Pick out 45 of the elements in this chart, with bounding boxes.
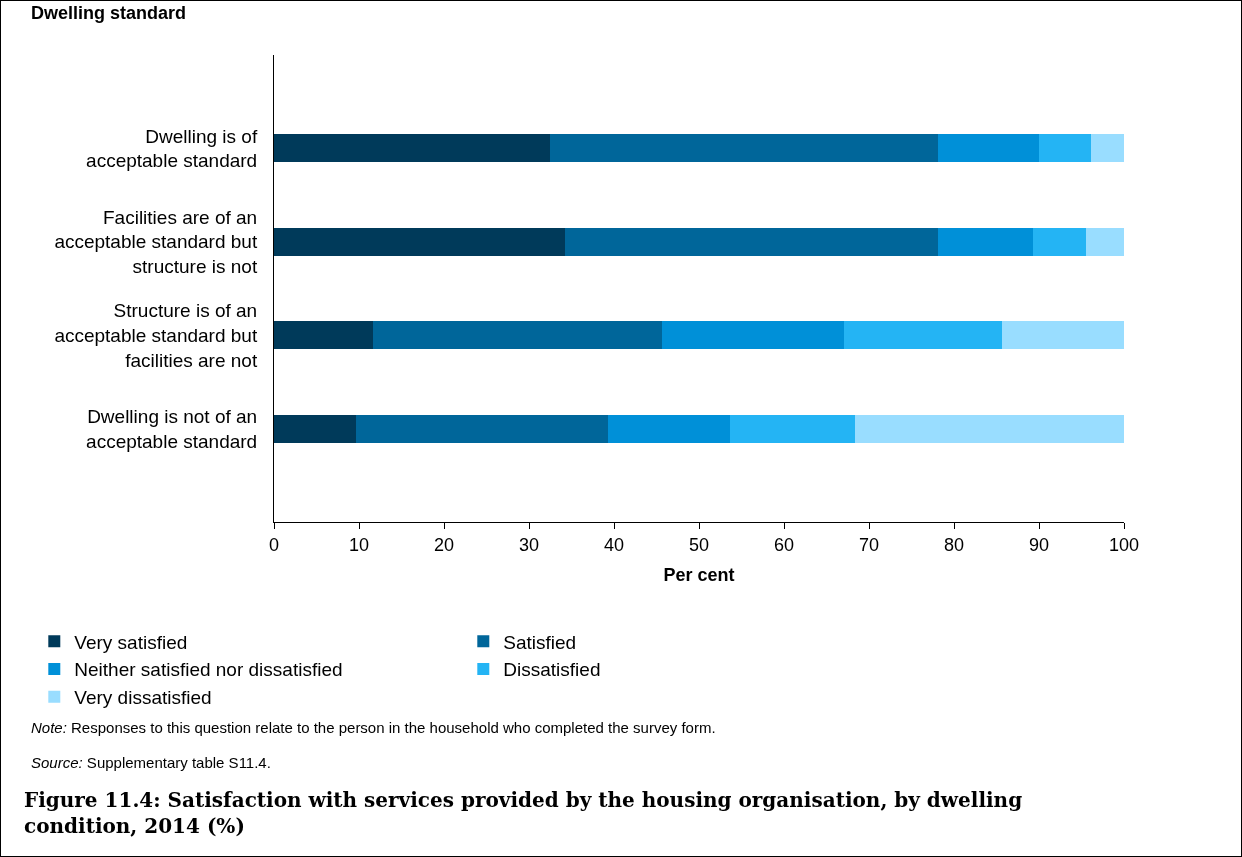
x-axis-title: Per cent	[663, 564, 735, 585]
bar	[844, 321, 1002, 350]
bar	[372, 321, 662, 350]
bar	[855, 414, 1124, 443]
bar	[564, 227, 938, 256]
y-tick-label: Structure is of an acceptable standard but facilities are not	[54, 300, 258, 371]
x-tick-label: 0	[268, 534, 280, 555]
x-tick-label: 100	[1108, 534, 1140, 555]
bar	[1090, 134, 1124, 163]
bar	[355, 414, 609, 443]
y-axis-title: Dwelling standard	[31, 3, 187, 23]
bar	[661, 321, 845, 350]
legend-label: Very dissatisfied	[74, 687, 212, 709]
y-tick-label: Dwelling is of acceptable standard	[86, 125, 258, 172]
x-tick-label: 90	[1028, 534, 1050, 555]
bar	[274, 321, 373, 350]
bar	[550, 134, 938, 163]
x-tick-label: 20	[433, 534, 455, 555]
source-note: Source: Supplementary table S11.4.	[31, 754, 271, 771]
bar	[1085, 227, 1124, 256]
bar	[1001, 321, 1124, 350]
bar	[608, 414, 730, 443]
x-tick-label: 60	[773, 534, 795, 555]
text: Figure 11.4: Satisfaction with services provided by the housing organisation, by dwelling condition, 2014 (%)	[24, 788, 1023, 838]
bar	[729, 414, 856, 443]
bar	[937, 227, 1034, 256]
bar	[274, 227, 565, 256]
y-tick-label: Facilities are of an acceptable standard but structure is not	[54, 206, 258, 278]
bar	[274, 414, 356, 443]
bar	[1039, 134, 1091, 163]
bar	[274, 134, 551, 163]
text: Note: Responses to this question relate to the person in the household who completed the survey form.	[31, 719, 716, 736]
x-tick-label: 10	[348, 534, 370, 555]
x-tick-label: 80	[943, 534, 965, 555]
y-tick-label: Dwelling is not of an acceptable standard	[86, 405, 258, 452]
legend-label: Satisfied	[503, 631, 577, 653]
bar	[937, 134, 1039, 163]
x-tick-label: 50	[688, 534, 710, 555]
x-tick-label: 30	[518, 534, 540, 555]
bar	[1033, 227, 1086, 256]
x-tick-label: 70	[858, 534, 880, 555]
legend-label: Dissatisfied	[503, 659, 601, 681]
x-tick-label: 40	[603, 534, 625, 555]
legend-label: Very satisfied	[74, 631, 188, 653]
legend-label: Neither satisfied nor dissatisfied	[74, 659, 343, 681]
